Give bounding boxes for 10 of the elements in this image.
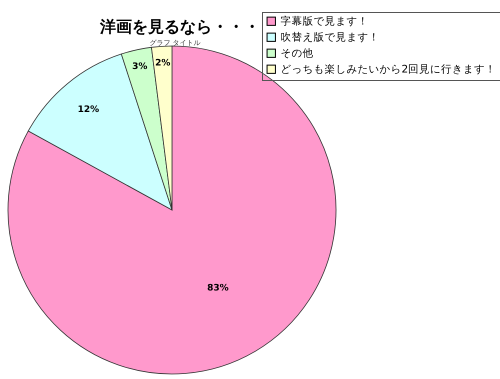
data-label: 12% [78,104,100,115]
pie-slice [8,46,336,374]
data-label: 2% [155,58,170,69]
legend-label: 字幕版で見ます！ [280,14,368,28]
data-label: 83% [207,284,229,294]
legend-label: どっちも楽しみたいから2回見に行きます！ [280,63,496,76]
legend-label: その他 [280,47,314,60]
chart-title: 洋画を見るなら・・・ [99,17,260,36]
legend-label: 吹替え版で見ます！ [280,30,380,44]
data-label: 3% [132,62,148,72]
